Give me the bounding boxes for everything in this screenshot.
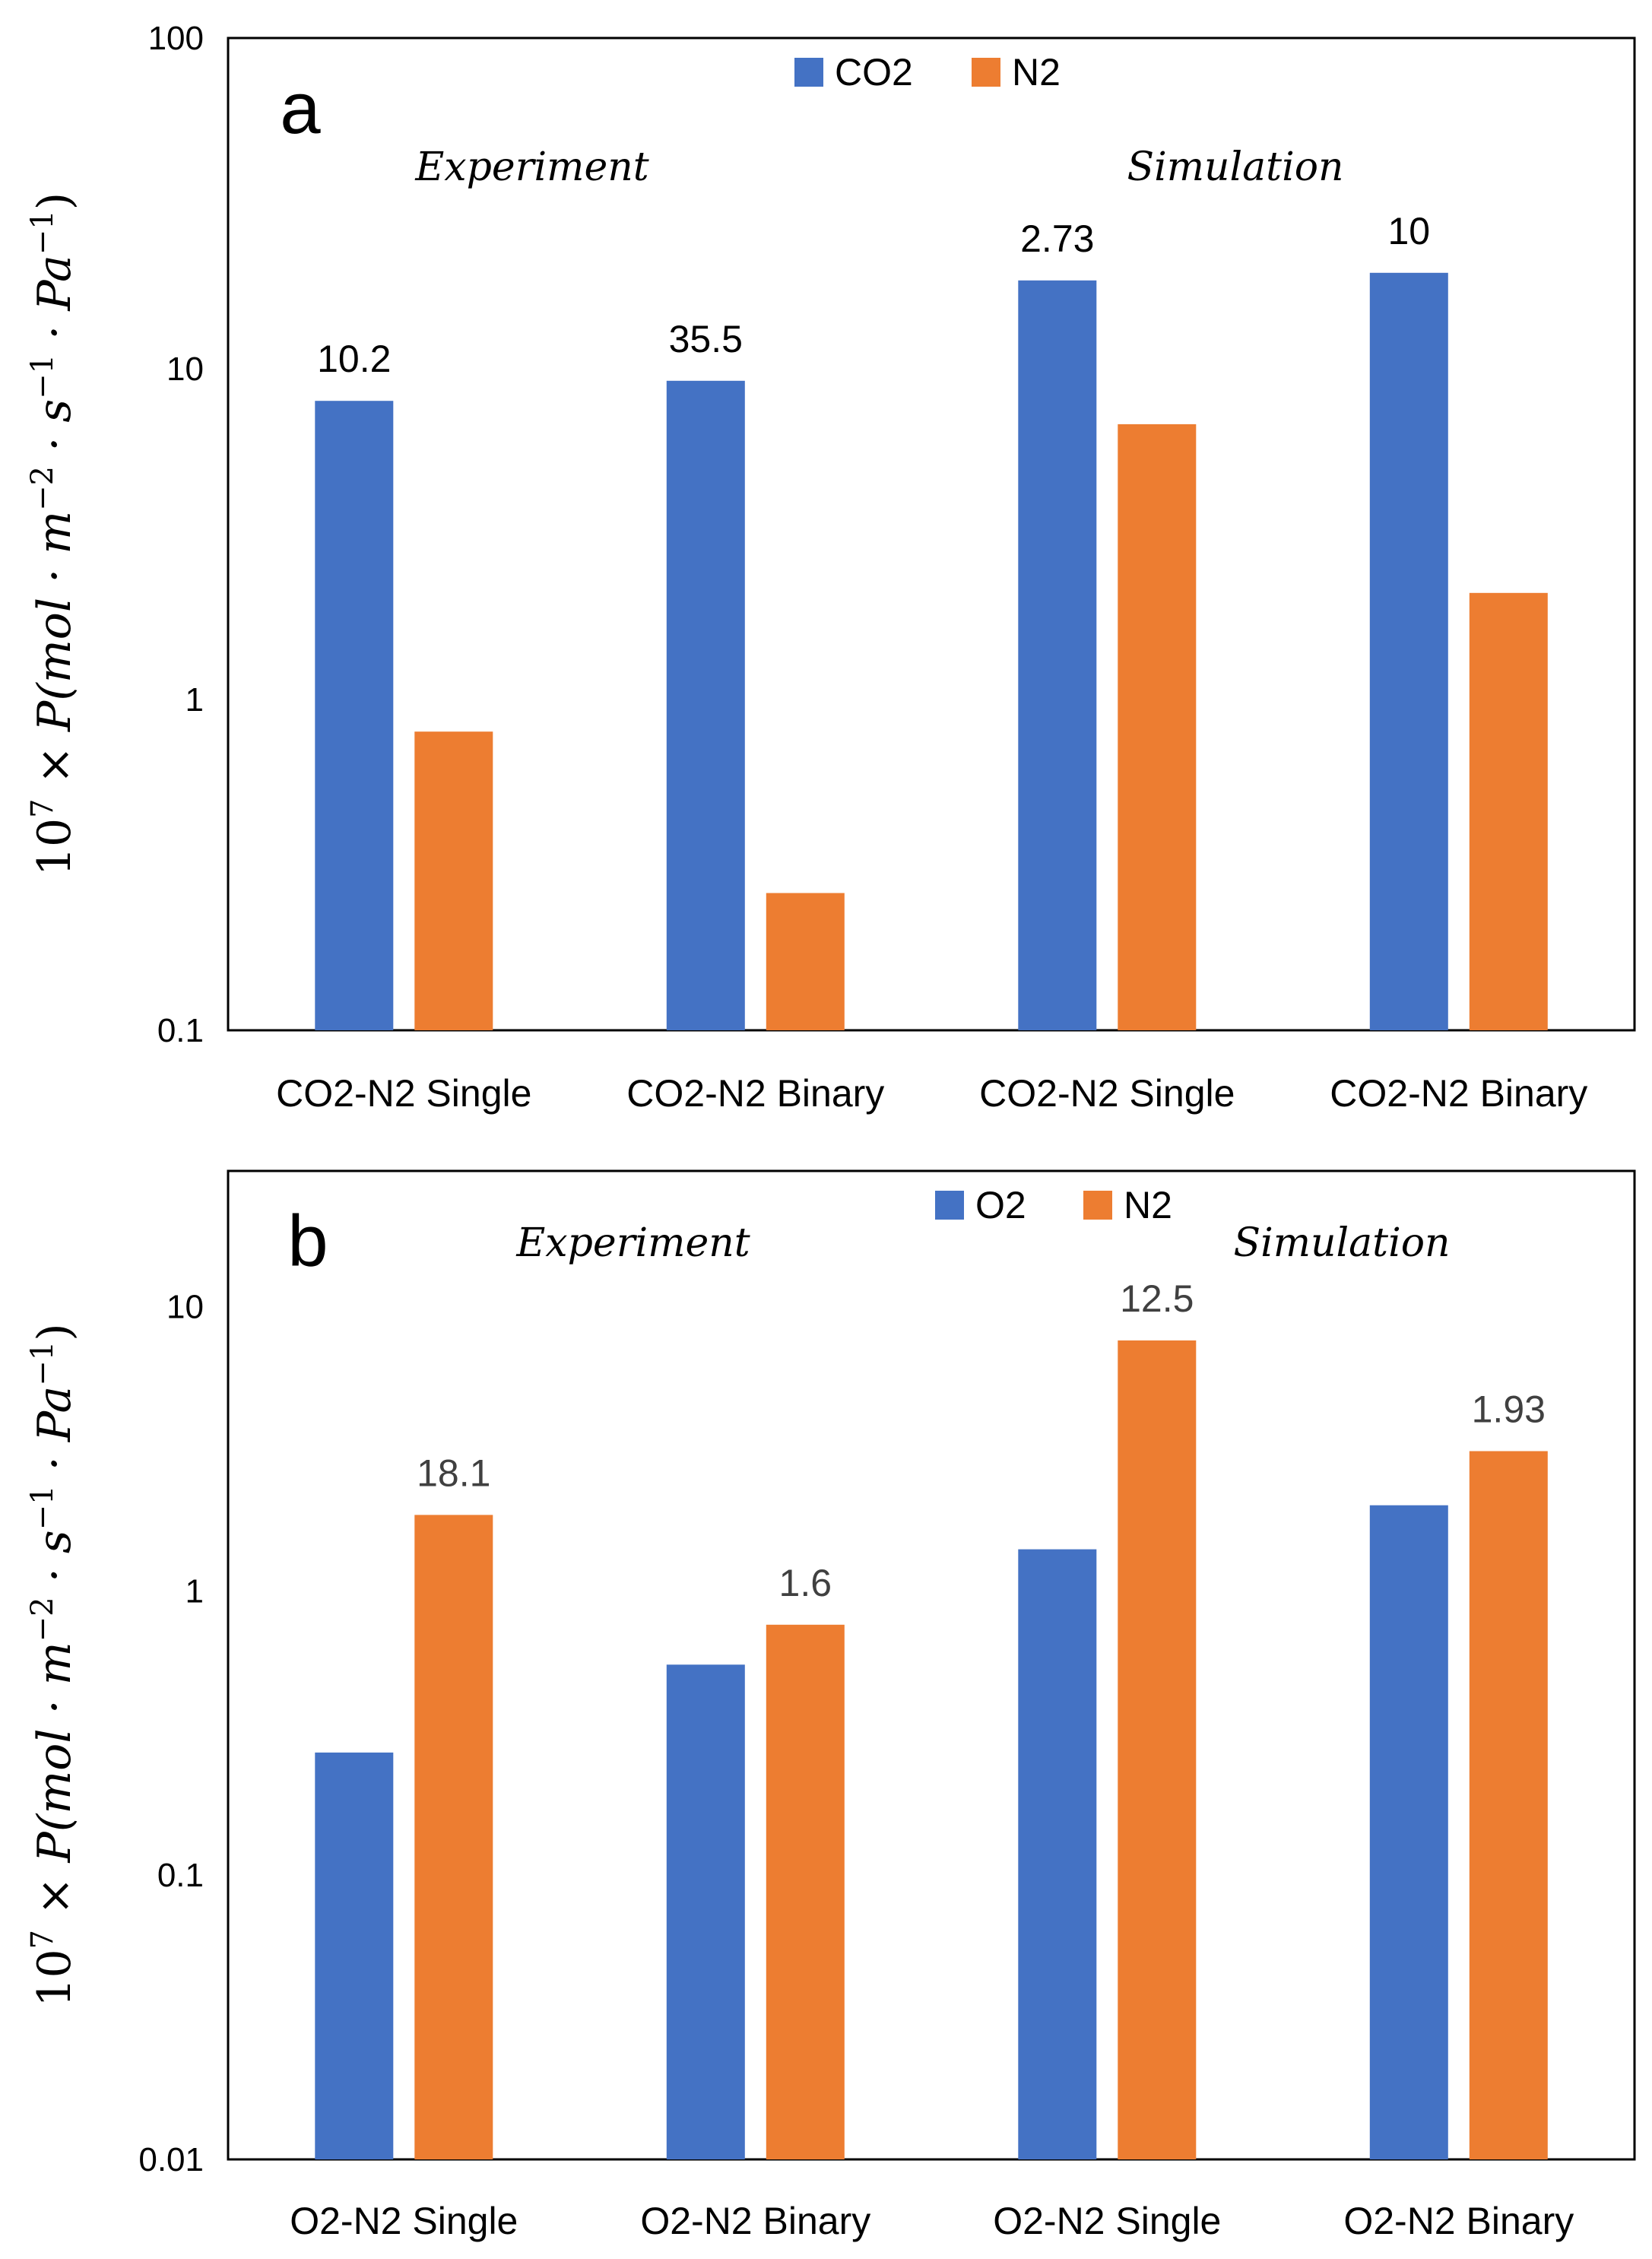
ylabel-close: ) — [28, 1323, 81, 1340]
y-axis-title: 107 × P(mol · m−2 · s−1 · Pa−1) — [25, 1323, 81, 2007]
data-label: 35.5 — [669, 318, 743, 360]
ylabel-exponent: 7 — [25, 798, 60, 817]
ylabel-mid: · s — [28, 1530, 81, 1597]
plot-frame — [227, 36, 1636, 1032]
y-tick-label: 0.1 — [157, 1012, 204, 1049]
data-label: 1.6 — [779, 1562, 832, 1604]
x-category-label: CO2-N2 Binary — [1330, 1072, 1587, 1115]
annotation-simulation: Simulation — [1127, 144, 1343, 190]
bar-o2-1 — [315, 1752, 394, 2159]
legend-swatch-co2 — [794, 58, 823, 87]
chart-panel-a: 0.1 1 10 100 10.2 35.5 2.73 10 CO2-N2 Single CO2-… — [25, 20, 1636, 1115]
legend-swatch-n2 — [1083, 1191, 1112, 1220]
ylabel-tail: · Pa — [28, 255, 81, 354]
ylabel-prefix: 10 — [28, 818, 81, 876]
legend-label-o2: O2 — [975, 1184, 1026, 1226]
legend-label-n2: N2 — [1012, 51, 1061, 94]
ylabel-exponent: 7 — [25, 1930, 60, 1949]
bar-co2-1 — [315, 401, 394, 1030]
ylabel-var: P — [28, 700, 81, 732]
legend-swatch-n2 — [972, 58, 1000, 87]
ylabel-body: (mol · m — [28, 511, 81, 701]
bar-o2-4 — [1369, 1505, 1448, 2159]
ylabel-times: × — [28, 1862, 81, 1929]
x-category-label: O2-N2 Binary — [640, 2200, 870, 2242]
y-tick-label: 0.1 — [157, 1857, 204, 1894]
panel-letter: b — [287, 1201, 328, 1282]
legend-label-n2: N2 — [1124, 1184, 1172, 1226]
legend: O2 N2 — [935, 1184, 1172, 1226]
ylabel-var: P — [28, 1830, 81, 1863]
x-category-label: O2-N2 Single — [290, 2200, 518, 2242]
y-tick-label: 1 — [185, 1572, 204, 1610]
legend: CO2 N2 — [794, 51, 1061, 94]
bar-n2-4 — [1469, 592, 1548, 1030]
plot-frame — [227, 1169, 1636, 2161]
x-category-label: O2-N2 Binary — [1343, 2200, 1574, 2242]
legend-label-co2: CO2 — [835, 51, 913, 94]
x-category-label: CO2-N2 Binary — [626, 1072, 884, 1115]
data-label: 1.93 — [1472, 1388, 1546, 1431]
y-tick-label: 10 — [166, 1288, 204, 1325]
ylabel-tail: · Pa — [28, 1386, 81, 1486]
bar-n2-3 — [1118, 424, 1197, 1030]
y-tick-label: 1 — [185, 681, 204, 719]
ylabel-mid: · s — [28, 399, 81, 466]
bar-co2-4 — [1369, 272, 1448, 1030]
bar-co2-3 — [1018, 280, 1097, 1030]
ylabel-exp2: −1 — [25, 354, 60, 399]
bar-o2-2 — [666, 1664, 745, 2159]
bar-n2-1 — [414, 1515, 493, 2159]
ylabel-exp1: −2 — [25, 1597, 60, 1642]
y-tick-label: 10 — [166, 351, 204, 388]
data-label: 2.73 — [1020, 217, 1094, 260]
data-label: 10.2 — [317, 338, 391, 380]
x-category-label: CO2-N2 Single — [979, 1072, 1235, 1115]
ylabel-exp3: −1 — [25, 1341, 60, 1386]
annotation-experiment: Experiment — [515, 1220, 750, 1266]
panel-letter: a — [280, 68, 321, 149]
bar-n2-4 — [1469, 1451, 1548, 2159]
chart-panel-b: 0.01 0.1 1 10 18.1 1.6 12.5 1.93 O2-N2 Single O2-… — [25, 1169, 1636, 2242]
bar-n2-1 — [414, 731, 493, 1030]
annotation-experiment: Experiment — [414, 144, 648, 190]
y-axis-title: 107 × P(mol · m−2 · s−1 · Pa−1) — [25, 192, 81, 876]
bar-o2-3 — [1018, 1549, 1097, 2159]
data-label: 18.1 — [417, 1452, 490, 1494]
bar-co2-2 — [666, 380, 745, 1030]
y-tick-label: 0.01 — [138, 2141, 204, 2178]
bar-n2-3 — [1118, 1340, 1197, 2159]
annotation-simulation: Simulation — [1233, 1220, 1450, 1266]
x-category-label: CO2-N2 Single — [276, 1072, 531, 1115]
data-label: 12.5 — [1120, 1277, 1194, 1320]
ylabel-body: (mol · m — [28, 1642, 81, 1832]
ylabel-exp3: −1 — [25, 210, 60, 255]
legend-swatch-o2 — [935, 1191, 964, 1220]
bar-n2-2 — [766, 1624, 845, 2159]
y-tick-label: 100 — [148, 20, 204, 57]
ylabel-exp1: −2 — [25, 466, 60, 511]
x-category-label: O2-N2 Single — [993, 2200, 1221, 2242]
ylabel-prefix: 10 — [28, 1949, 81, 2007]
data-label: 10 — [1387, 210, 1430, 252]
ylabel-close: ) — [28, 192, 81, 210]
ylabel-exp2: −1 — [25, 1485, 60, 1530]
bar-n2-2 — [766, 893, 845, 1030]
ylabel-times: × — [28, 731, 81, 798]
